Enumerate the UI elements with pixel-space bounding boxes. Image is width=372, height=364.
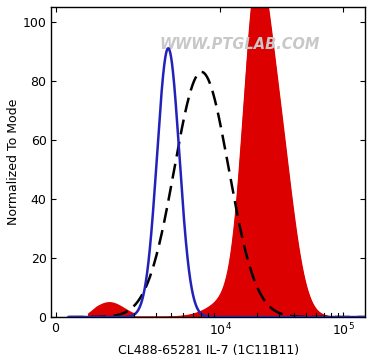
- Y-axis label: Normalized To Mode: Normalized To Mode: [7, 99, 20, 225]
- X-axis label: CL488-65281 IL-7 (1C11B11): CL488-65281 IL-7 (1C11B11): [118, 344, 299, 357]
- Text: WWW.PTGLAB.COM: WWW.PTGLAB.COM: [160, 37, 320, 52]
